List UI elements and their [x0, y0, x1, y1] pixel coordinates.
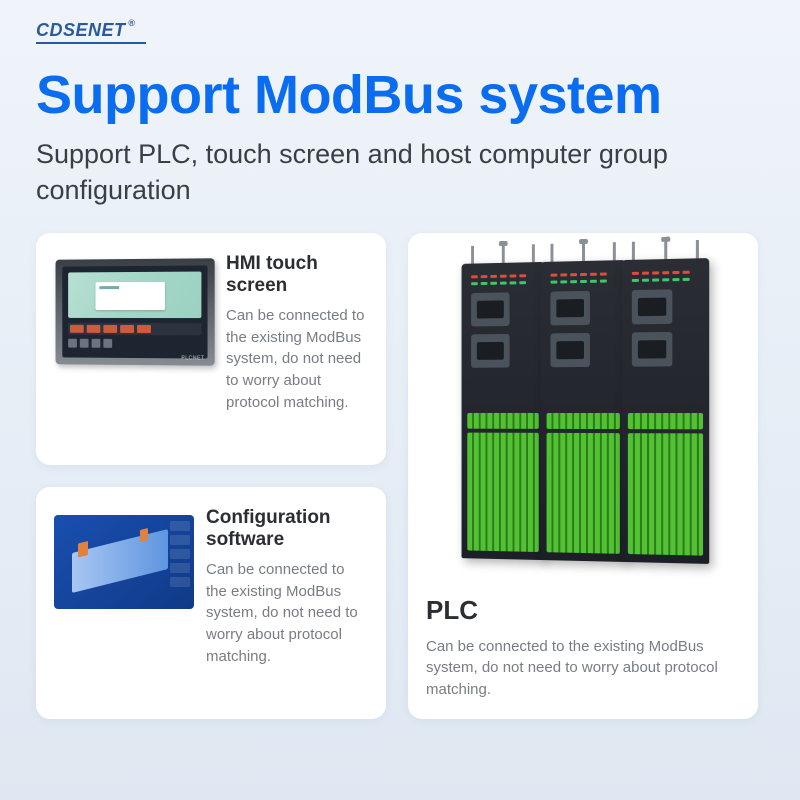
- card-plc: PLC Can be connected to the existing Mod…: [408, 233, 758, 719]
- brand-logo: CDSENET: [36, 20, 764, 44]
- card-config: Configuration software Can be connected …: [36, 487, 386, 719]
- hmi-device-illustration: PLCNET: [56, 258, 215, 365]
- card-hmi-body: Can be connected to the existing ModBus …: [226, 305, 368, 414]
- brand-text: CDSENET: [36, 20, 126, 41]
- card-config-text: Configuration software Can be connected …: [206, 507, 368, 668]
- page-subhead: Support PLC, touch screen and host compu…: [36, 136, 764, 209]
- card-plc-body: Can be connected to the existing ModBus …: [426, 636, 740, 701]
- page-headline: Support ModBus system: [36, 64, 764, 126]
- card-hmi: PLCNET HMI touch screen Can be connected…: [36, 233, 386, 465]
- card-config-body: Can be connected to the existing ModBus …: [206, 559, 368, 668]
- card-plc-title: PLC: [426, 595, 740, 626]
- card-hmi-text: HMI touch screen Can be connected to the…: [226, 253, 368, 414]
- brand-underline: [36, 42, 146, 44]
- feature-grid: PLCNET HMI touch screen Can be connected…: [36, 233, 764, 719]
- card-hmi-title: HMI touch screen: [226, 253, 368, 297]
- card-config-title: Configuration software: [206, 507, 368, 551]
- card-plc-text: PLC Can be connected to the existing Mod…: [426, 595, 740, 701]
- config-software-illustration: [54, 515, 194, 609]
- plc-device-illustration: [426, 261, 740, 581]
